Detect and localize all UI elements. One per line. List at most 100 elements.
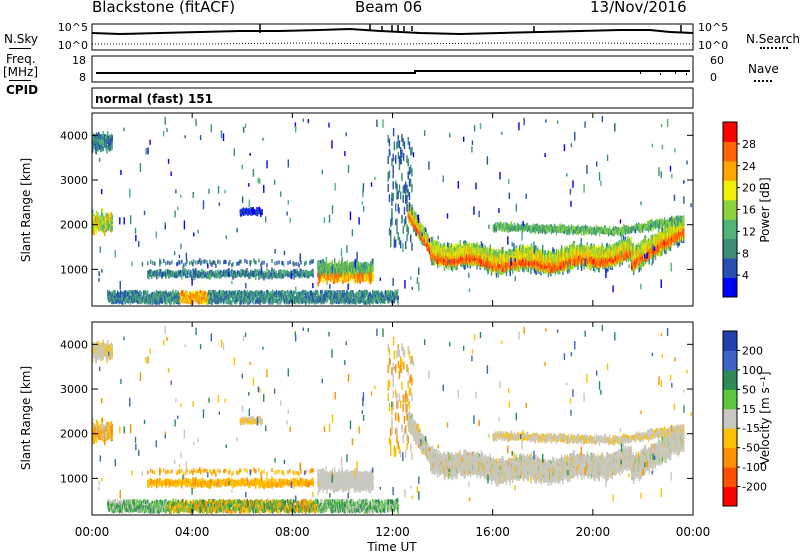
power-cell bbox=[415, 231, 418, 237]
nave-label: Nave bbox=[748, 62, 779, 76]
power-cell bbox=[431, 257, 434, 263]
power-cell bbox=[526, 244, 528, 250]
power-cell bbox=[527, 246, 530, 252]
power-cell bbox=[478, 245, 481, 251]
power-cell bbox=[482, 243, 484, 249]
power-cell bbox=[493, 266, 495, 272]
power-cell bbox=[495, 266, 498, 272]
power-cell bbox=[467, 260, 470, 266]
power-cell bbox=[527, 267, 530, 273]
power-cell bbox=[512, 269, 514, 275]
power-cell bbox=[544, 268, 547, 274]
station-title: Blackstone (fitACF) bbox=[92, 0, 235, 16]
power-heatmap bbox=[92, 115, 692, 305]
power-cell bbox=[443, 245, 445, 251]
power-cell bbox=[509, 267, 511, 273]
power-cell bbox=[535, 245, 537, 251]
power-cell bbox=[438, 241, 440, 247]
power-cell bbox=[450, 243, 453, 249]
power-cell bbox=[450, 265, 453, 271]
power-cell bbox=[459, 240, 461, 246]
power-cell bbox=[505, 268, 508, 274]
power-cell bbox=[445, 263, 448, 269]
power-cell bbox=[432, 260, 434, 266]
power-cell bbox=[464, 240, 466, 246]
noise-tick-top-left: 10^5 bbox=[58, 21, 88, 34]
noise-tick-bottom-right: 10^0 bbox=[698, 39, 728, 52]
nsearch-dotted-line bbox=[760, 47, 788, 49]
power-cell bbox=[438, 259, 441, 265]
noise-panel: 10^5 10^0 10^5 10^0 bbox=[58, 21, 728, 52]
freq-underline bbox=[9, 80, 31, 81]
power-cell bbox=[446, 242, 449, 248]
noise-tick-bottom-left: 10^0 bbox=[58, 39, 88, 52]
power-cell bbox=[523, 267, 525, 273]
power-cell bbox=[411, 204, 413, 210]
power-cell bbox=[431, 236, 434, 242]
power-cell bbox=[530, 243, 533, 249]
freq-unit: [MHz] bbox=[3, 65, 38, 79]
power-cell bbox=[577, 264, 579, 270]
nsky-line bbox=[91, 27, 694, 36]
power-cell bbox=[434, 260, 436, 266]
power-cell bbox=[473, 260, 475, 266]
power-cell bbox=[490, 270, 493, 276]
power-cell bbox=[522, 266, 524, 272]
power-cell bbox=[515, 245, 518, 251]
power-cell bbox=[495, 249, 498, 255]
power-cell bbox=[497, 272, 500, 278]
power-cell bbox=[416, 217, 419, 223]
power-cell bbox=[440, 243, 442, 249]
cpid-value: normal (fast) 151 bbox=[95, 92, 213, 106]
nave-tick-top: 60 bbox=[710, 54, 724, 67]
nave-dotted-line bbox=[754, 80, 772, 82]
power-cell bbox=[445, 244, 447, 250]
power-cell bbox=[461, 262, 463, 268]
power-cell bbox=[540, 250, 543, 256]
power-cell bbox=[567, 268, 569, 274]
nsky-label: N.Sky bbox=[4, 32, 38, 46]
power-cell bbox=[487, 247, 490, 253]
power-cell bbox=[476, 264, 478, 270]
power-cell bbox=[495, 272, 498, 278]
power-cell bbox=[538, 267, 541, 273]
nave-tick-bottom: 0 bbox=[710, 71, 717, 84]
power-cell bbox=[485, 266, 488, 272]
power-cell bbox=[507, 252, 510, 258]
power-cell bbox=[553, 248, 555, 254]
power-cell bbox=[522, 244, 524, 250]
cpid-label: CPID bbox=[6, 83, 38, 97]
cpid-panel: normal (fast) 151 bbox=[91, 87, 694, 109]
nsky-spikes bbox=[259, 24, 682, 33]
nave-dots bbox=[640, 72, 687, 75]
date-title: 13/Nov/2016 bbox=[590, 0, 687, 16]
power-cell bbox=[500, 249, 502, 255]
power-cell bbox=[533, 268, 536, 274]
power-cell bbox=[509, 271, 511, 277]
power-cell bbox=[469, 243, 471, 249]
power-cell bbox=[416, 214, 419, 220]
power-cell bbox=[455, 242, 457, 248]
noise-tick-top-right: 10^5 bbox=[698, 21, 728, 34]
power-cell bbox=[436, 240, 438, 246]
power-cell bbox=[507, 266, 510, 272]
power-cell bbox=[443, 266, 446, 272]
power-cell bbox=[480, 241, 483, 247]
freq-label: Freq. bbox=[6, 52, 36, 66]
power-cell bbox=[526, 248, 528, 254]
power-cell bbox=[456, 265, 458, 271]
power-cell bbox=[519, 264, 521, 270]
power-cell bbox=[420, 223, 422, 229]
power-cell bbox=[448, 262, 450, 268]
power-cell bbox=[528, 245, 531, 251]
power-cell bbox=[436, 263, 439, 269]
freq-tick-bottom: 8 bbox=[79, 71, 86, 84]
nsearch-line bbox=[92, 42, 694, 45]
nsearch-label: N.Search bbox=[746, 32, 800, 46]
freq-line bbox=[96, 70, 690, 74]
power-cell bbox=[552, 247, 554, 253]
nsky-underline bbox=[9, 48, 31, 49]
freq-panel: 18 8 60 0 bbox=[72, 54, 724, 84]
